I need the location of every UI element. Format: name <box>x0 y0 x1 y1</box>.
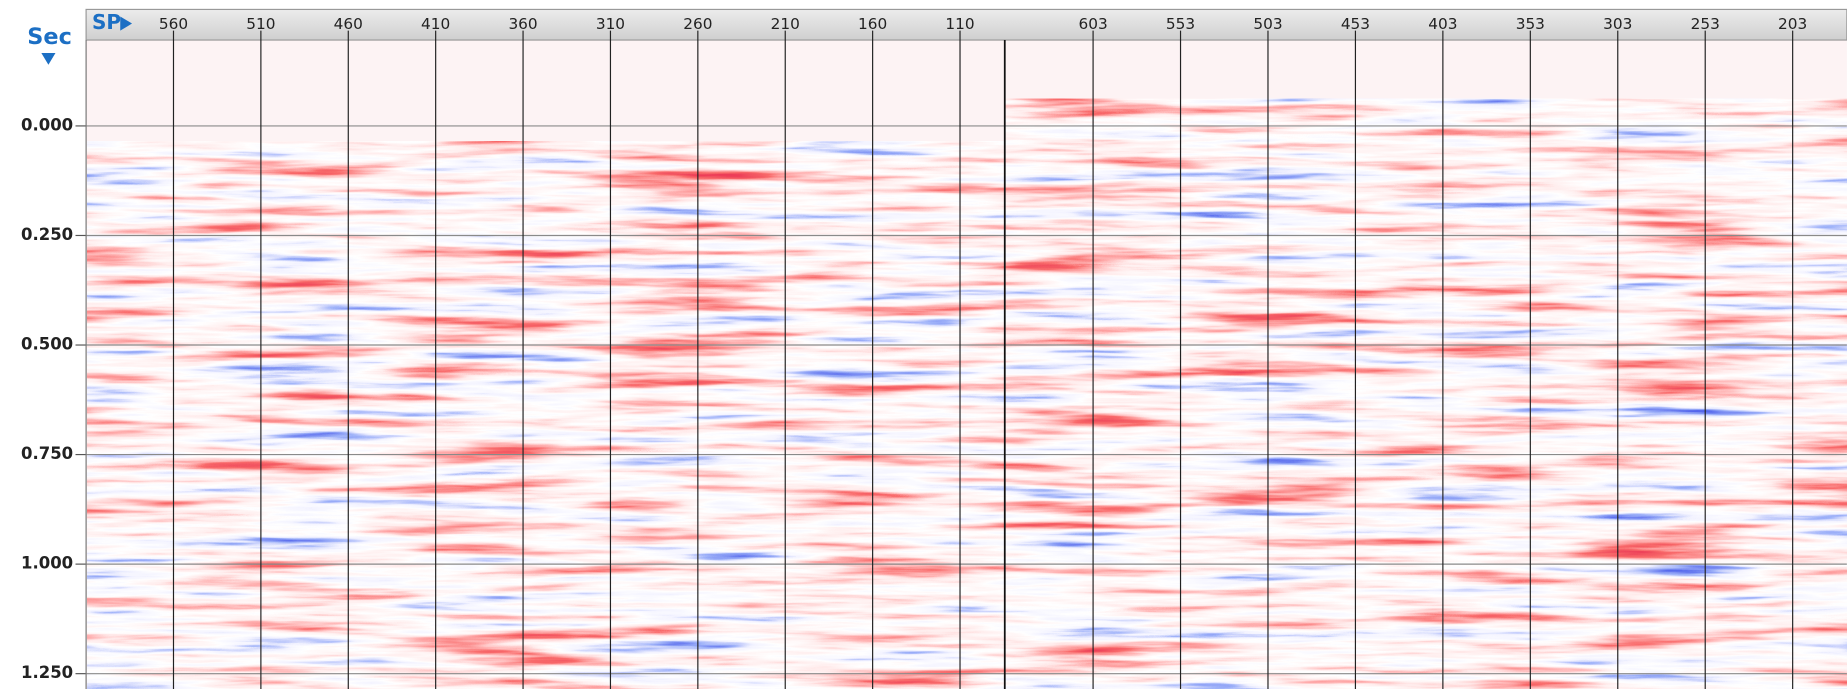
sp-tick-label: 603 <box>1078 15 1107 33</box>
sp-tick-label: 253 <box>1691 15 1720 33</box>
sp-tick-label: 503 <box>1253 15 1282 33</box>
sp-arrow <box>120 16 133 31</box>
sp-tick-label: 303 <box>1603 15 1632 33</box>
time-label: Sec <box>27 24 72 50</box>
time-tick-label: 0.750 <box>21 444 73 463</box>
sp-tick-label: 110 <box>945 15 974 33</box>
sp-tick-label: 360 <box>508 15 537 33</box>
sp-tick-label: 310 <box>596 15 625 33</box>
sp-tick-label: 403 <box>1428 15 1457 33</box>
axes: 0.000 0.250 0.500 0.750 1.000 1.250 560 510 460 4… <box>21 15 1847 689</box>
sp-tick-label: 460 <box>334 15 363 33</box>
time-tick-label: 0.000 <box>21 115 73 134</box>
time-tick-label: 1.250 <box>21 663 73 682</box>
sp-tick-label: 553 <box>1166 15 1195 33</box>
time-tick-label: 0.250 <box>21 225 73 244</box>
sp-tick-label: 453 <box>1341 15 1370 33</box>
sp-tick-label: 160 <box>858 15 887 33</box>
time-tick-label: 0.500 <box>21 335 73 354</box>
sp-tick-label: 210 <box>771 15 800 33</box>
sp-tick-label: 510 <box>246 15 275 33</box>
sp-header <box>85 8 1847 41</box>
sp-tick-label: 353 <box>1516 15 1545 33</box>
time-arrow <box>41 53 56 65</box>
sp-tick-label: 560 <box>159 15 188 33</box>
sp-tick-label: 203 <box>1778 15 1807 33</box>
sp-label: SP <box>92 10 121 34</box>
sp-tick-label: 260 <box>683 15 712 33</box>
seismic-panel-2 <box>1005 98 1847 689</box>
time-tick-label: 1.000 <box>21 554 73 573</box>
seismic-panel-1 <box>87 141 1005 689</box>
sp-tick-label: 410 <box>421 15 450 33</box>
